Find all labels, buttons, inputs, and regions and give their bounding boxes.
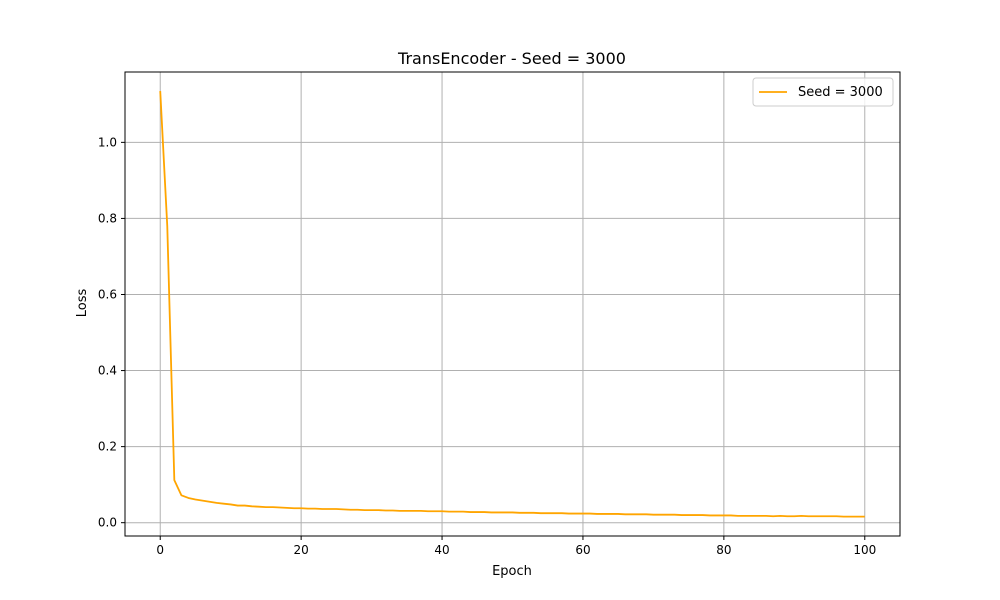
grid xyxy=(125,72,900,536)
x-tick-label: 60 xyxy=(575,543,590,557)
chart-title: TransEncoder - Seed = 3000 xyxy=(397,49,626,68)
x-axis-ticks: 0 20 40 60 80 100 xyxy=(156,536,876,557)
axes-frame xyxy=(124,71,901,537)
y-axis-ticks: 0.0 0.2 0.4 0.6 0.8 1.0 xyxy=(98,135,125,530)
y-tick-label: 0.4 xyxy=(98,364,117,378)
x-tick-label: 0 xyxy=(156,543,164,557)
series-layer xyxy=(159,90,865,518)
x-tick-label: 20 xyxy=(293,543,308,557)
y-tick-label: 0.6 xyxy=(98,287,117,301)
x-axis-label: Epoch xyxy=(492,564,532,579)
y-tick-label: 1.0 xyxy=(98,135,117,149)
y-tick-label: 0.0 xyxy=(98,516,117,530)
legend: Seed = 3000 xyxy=(752,77,894,107)
y-axis-label: Loss xyxy=(75,289,90,318)
series-line xyxy=(159,90,865,518)
legend-box xyxy=(752,77,894,107)
legend-label: Seed = 3000 xyxy=(798,85,883,100)
x-tick-label: 80 xyxy=(716,543,731,557)
y-tick-label: 0.2 xyxy=(98,440,117,454)
x-tick-label: 40 xyxy=(434,543,449,557)
y-tick-label: 0.8 xyxy=(98,211,117,225)
x-tick-label: 100 xyxy=(853,543,876,557)
